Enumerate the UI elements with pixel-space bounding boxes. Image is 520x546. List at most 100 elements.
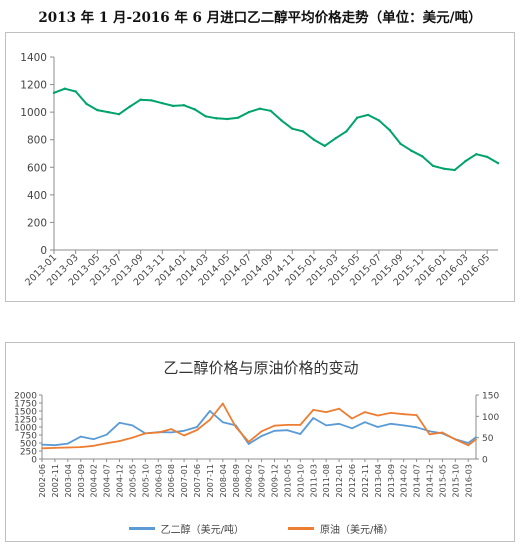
chart2-data-point-0: [475, 436, 477, 439]
chart1-panel: 0 200 400 600 800 1000 1200 1400 2013-01 2013-03 2…: [5, 32, 515, 302]
chart2-data-point-0: [286, 429, 289, 432]
chart1-data-point: [161, 101, 164, 105]
chart2-data-point-1: [286, 423, 289, 426]
chart2-x-tick-label: 2007-01: [180, 464, 189, 497]
chart2-x-tick-label: 2002-06: [38, 464, 47, 497]
chart2-data-point-0: [131, 424, 134, 427]
chart2-y-tick-label-left: 1250: [14, 416, 37, 426]
chart2-data-point-1: [118, 440, 121, 442]
chart1-y-tick-label: 1000: [20, 107, 47, 119]
chart1-data-point: [301, 130, 305, 133]
chart2-data-point-1: [389, 412, 392, 414]
chart2-data-point-1: [54, 447, 56, 449]
chart2-y-tick-label-right: 0: [482, 456, 488, 466]
chart2-data-point-0: [415, 426, 418, 429]
chart2-data-point-0: [467, 442, 470, 444]
chart2-data-point-0: [170, 431, 173, 434]
chart2-data-point-0: [183, 429, 185, 432]
chart2-data-point-1: [209, 418, 211, 421]
chart1-y-tick-label: 1400: [20, 52, 47, 64]
legend-label-ethylene-glycol: 乙二醇（美元/吨）: [160, 525, 244, 536]
chart2-series-line-0: [41, 410, 477, 447]
chart1-data-point: [96, 108, 99, 112]
chart2-y-tick-label-left: 500: [20, 440, 37, 450]
chart2-data-point-0: [79, 435, 82, 438]
chart1-data-point: [128, 105, 132, 108]
chart2-data-point-1: [105, 442, 108, 445]
chart2-data-point-0: [260, 435, 263, 437]
chart2-x-tick-label: 2007-11: [206, 464, 215, 497]
chart1-data-point: [464, 159, 467, 163]
chart2-x-tick-label: 2002-11: [51, 464, 60, 497]
chart2-data-point-0: [273, 429, 276, 432]
chart2-data-point-0: [196, 426, 198, 428]
chart2-data-point-1: [66, 446, 69, 449]
chart2-x-tick-label: 2012-01: [335, 464, 344, 497]
chart2-data-point-1: [157, 431, 160, 434]
chart2-data-point-1: [351, 417, 353, 420]
chart1-y-tick-label: 800: [27, 135, 47, 147]
chart2-x-tick-label: 2008-09: [232, 464, 241, 497]
chart2-x-tick-label: 2011-03: [309, 464, 318, 497]
chart2-x-tick-label: 2006-03: [154, 464, 163, 497]
chart1-data-point: [215, 117, 218, 120]
chart1-data-point: [485, 155, 489, 159]
chart1-data-point: [323, 144, 326, 148]
chart1-data-point: [475, 152, 478, 156]
chart2-data-point-0: [92, 438, 95, 441]
chart2-data-point-1: [260, 430, 263, 433]
chart1-data-point: [280, 119, 283, 122]
chart2-y-tick-label-left: 1000: [14, 424, 37, 434]
chart2-data-point-1: [475, 438, 477, 441]
chart2-data-point-0: [338, 422, 340, 425]
chart2-data-point-0: [299, 433, 302, 435]
chart2-data-point-1: [428, 433, 431, 436]
chart2-data-point-1: [144, 432, 147, 435]
chart2-data-point-0: [221, 421, 224, 424]
chart1-data-point: [269, 109, 272, 112]
chart1-y-tick-label: 1200: [20, 80, 47, 92]
chart2-x-tick-label: 2004-07: [103, 464, 112, 497]
chart2-x-tick-label: 2015-05: [438, 464, 447, 497]
legend-swatch-ethylene-glycol: [128, 527, 155, 530]
chart1-data-point: [334, 137, 337, 140]
chart2-x-tick-label: 2014-07: [413, 464, 422, 497]
chart2-y-tick-label-left: 250: [20, 448, 37, 458]
chart2-data-point-1: [221, 402, 224, 405]
chart2-data-point-0: [209, 410, 211, 412]
chart1-data-point: [193, 108, 196, 111]
chart2-data-point-0: [41, 443, 43, 446]
chart2-data-point-1: [183, 434, 185, 437]
chart2-data-point-1: [79, 446, 82, 448]
chart2-x-tick-label: 2016-03: [464, 464, 473, 497]
chart1-data-point: [139, 98, 142, 101]
chart2-svg: 0250500750100012501500175020000501001502…: [14, 392, 499, 498]
chart2-y-tick-label-left: 0: [31, 456, 37, 466]
chart1-data-point: [345, 130, 348, 133]
legend-item-ethylene-glycol: 乙二醇（美元/吨）: [128, 521, 244, 536]
chart2-y-tick-label-left: 1500: [14, 408, 37, 418]
chart2-data-point-0: [325, 424, 328, 427]
chart2-data-point-0: [105, 433, 108, 436]
chart1-series-line-0: [53, 87, 499, 171]
chart2-x-tick-label: 2015-10: [451, 464, 460, 497]
chart2-data-point-0: [351, 427, 353, 430]
chart2-data-point-0: [66, 442, 69, 445]
chart1-data-point: [388, 128, 391, 132]
chart2-data-point-1: [376, 414, 379, 417]
chart2-x-tick-label: 2012-11: [361, 464, 370, 497]
chart2-x-tick-label: 2011-08: [322, 464, 331, 497]
chart2-data-point-1: [364, 411, 366, 413]
legend-swatch-crude-oil: [288, 527, 314, 530]
chart2-data-point-1: [234, 426, 237, 428]
chart2-title: 乙二醇价格与原油价格的变动: [163, 359, 359, 377]
chart1-data-point: [52, 91, 56, 95]
chart1-data-point: [377, 119, 381, 122]
chart1-data-point: [442, 167, 446, 170]
chart1-data-point: [63, 87, 67, 90]
chart2-data-point-0: [54, 444, 56, 447]
chart2-x-tick-label: 2009-07: [258, 464, 267, 497]
legend-label-crude-oil: 原油（美元/桶）: [320, 525, 394, 536]
chart1-y-tick-label: 400: [27, 190, 47, 202]
chart2-x-tick-label: 2013-09: [387, 464, 396, 497]
